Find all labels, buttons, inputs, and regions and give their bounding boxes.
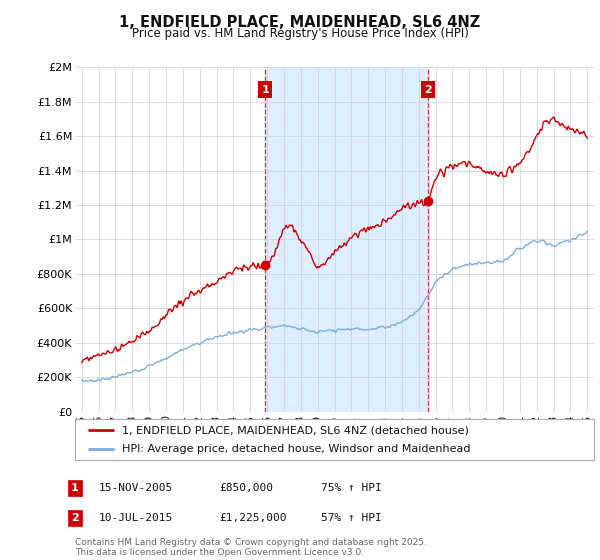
Text: Price paid vs. HM Land Registry's House Price Index (HPI): Price paid vs. HM Land Registry's House … [131,27,469,40]
Text: 10-JUL-2015: 10-JUL-2015 [99,513,173,523]
Text: 1, ENDFIELD PLACE, MAIDENHEAD, SL6 4NZ: 1, ENDFIELD PLACE, MAIDENHEAD, SL6 4NZ [119,15,481,30]
Text: HPI: Average price, detached house, Windsor and Maidenhead: HPI: Average price, detached house, Wind… [122,444,470,454]
Text: 2: 2 [71,513,79,523]
Bar [265,67,428,412]
Text: Contains HM Land Registry data © Crown copyright and database right 2025.
This d: Contains HM Land Registry data © Crown c… [75,538,427,557]
Text: 2: 2 [424,85,431,95]
Text: 15-NOV-2005: 15-NOV-2005 [99,483,173,493]
Text: £1,225,000: £1,225,000 [219,513,287,523]
Text: 57% ↑ HPI: 57% ↑ HPI [321,513,382,523]
Text: 1, ENDFIELD PLACE, MAIDENHEAD, SL6 4NZ (detached house): 1, ENDFIELD PLACE, MAIDENHEAD, SL6 4NZ (… [122,426,469,436]
Text: 1: 1 [71,483,79,493]
Text: 1: 1 [261,85,269,95]
Text: £850,000: £850,000 [219,483,273,493]
Text: 75% ↑ HPI: 75% ↑ HPI [321,483,382,493]
